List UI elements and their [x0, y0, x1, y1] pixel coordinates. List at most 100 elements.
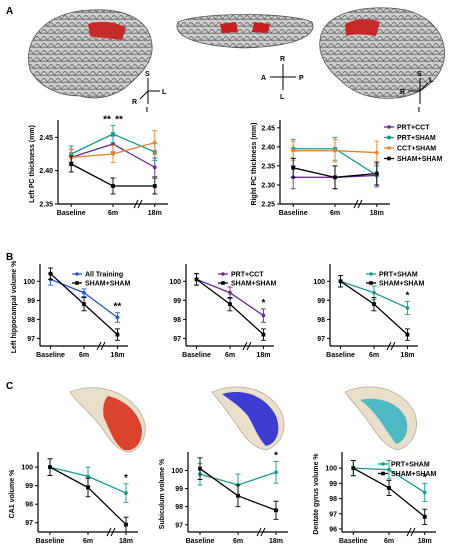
y-tick-label: 2.25: [261, 202, 275, 209]
axis-break-mark: [406, 527, 412, 537]
legend-marker: [75, 281, 79, 285]
legend-label: CCT+SHAM: [397, 146, 436, 153]
brain-top-roi-left: [220, 22, 238, 33]
x-tick-label: Baseline: [339, 538, 368, 544]
orientation-left-down: I: [146, 107, 148, 114]
series-sham-sham: [194, 273, 266, 341]
orientation-right: [408, 78, 429, 104]
y-tick-label: 99: [173, 298, 181, 305]
x-tick-label: Baseline: [326, 352, 355, 359]
axis-break-mark: [110, 527, 116, 537]
data-point: [261, 313, 266, 318]
legend-marker: [381, 471, 385, 476]
y-tick-label: 100: [23, 279, 35, 286]
data-point: [372, 290, 376, 295]
y-tick-label: 2.45: [261, 125, 275, 132]
hippocampus-subiculum-region: [222, 392, 279, 446]
data-point: [374, 171, 379, 176]
legend-label: All Training: [85, 272, 123, 279]
axis-break-mark: [96, 341, 102, 351]
orientation-right-left: R: [400, 89, 405, 96]
chart-a2: 2.25 2.30 2.35 2.40 2.45 Baseline 6m 18m Right P…: [251, 120, 442, 217]
data-point: [374, 150, 379, 155]
y-tick-label: 97: [25, 520, 33, 527]
legend-marker: [369, 272, 373, 276]
data-point: [69, 162, 74, 166]
x-tick-label: 6m: [83, 538, 93, 544]
orientation-middle: [270, 64, 296, 90]
chart-b3: 97 98 99 100 Baseline 6m 18m * PRT+SHAM SHAM+SHAM: [313, 264, 424, 359]
significance-marker: *: [124, 473, 128, 484]
axis-break-mark: [242, 341, 248, 351]
data-point: [82, 290, 86, 295]
hippocampus-ca1-region: [103, 396, 142, 451]
data-point: [387, 467, 391, 472]
y-tick-label: 2.30: [261, 182, 275, 189]
chart-c2: 97 98 99 100 Baseline 6m 18m Subiculum volume %…: [159, 450, 288, 544]
y-tick-label: 98: [317, 317, 325, 324]
brain-right-roi: [345, 19, 380, 36]
y-tick-label: 99: [175, 486, 183, 493]
brain-left-roi: [88, 21, 126, 40]
y-tick-label: 97: [317, 336, 325, 343]
significance-marker: *: [405, 290, 409, 301]
x-tick-label: Baseline: [279, 210, 308, 217]
chart-b1: 97 98 99 100 Baseline 6m 18m Left hippocampal v…: [11, 260, 130, 359]
legend-marker: [387, 135, 391, 140]
legend-marker: [387, 156, 391, 161]
y-tick-label: 2.40: [39, 168, 53, 175]
legend-label: PRT+CCT: [231, 272, 264, 279]
legend: PRT+SHAM SHAM+SHAM: [366, 272, 424, 288]
data-point: [152, 165, 157, 170]
y-tick-label: 97: [27, 336, 35, 343]
y-axis-label: Right PC thickness (mm): [251, 123, 258, 206]
orientation-left-diag: R: [132, 99, 137, 106]
data-point: [82, 302, 86, 307]
data-point: [48, 271, 53, 276]
y-axis-label: Subiculum volume %: [159, 458, 166, 529]
x-tick-label: 6m: [369, 352, 379, 359]
x-tick-label: 6m: [384, 538, 394, 544]
legend-marker: [381, 462, 385, 466]
y-tick-label: 2.40: [261, 144, 275, 151]
data-point: [261, 332, 266, 337]
y-tick-label: 98: [25, 502, 33, 509]
series-sham-sham: [48, 267, 120, 341]
significance-marker: **: [103, 114, 111, 125]
legend-marker: [75, 272, 79, 276]
x-tick-label: 18m: [148, 210, 162, 217]
series-sham-sham: [197, 457, 279, 520]
orientation-left-right: L: [162, 89, 167, 96]
axis-break-mark: [133, 199, 139, 209]
y-tick-label: 97: [175, 522, 183, 529]
legend-label: SHAM+SHAM: [85, 281, 130, 288]
x-tick-label: 18m: [400, 352, 414, 359]
x-tick-label: 6m: [233, 538, 243, 544]
legend-label: SHAM+SHAM: [379, 281, 424, 288]
y-tick-label: 100: [169, 279, 181, 286]
axis-break-mark: [256, 527, 262, 537]
orientation-middle-down: L: [280, 94, 285, 101]
hippocampus-ca1: [69, 387, 146, 453]
brain-right-lateral: [319, 7, 445, 99]
y-tick-label: 2.35: [261, 163, 275, 170]
y-tick-label: 2.45: [39, 135, 53, 142]
y-tick-label: 99: [27, 298, 35, 305]
data-point: [274, 508, 278, 513]
y-tick-label: 99: [329, 481, 337, 488]
brain-top-view: [176, 14, 314, 49]
data-point: [115, 332, 120, 337]
y-axis-label: Left hippocampal volume %: [11, 260, 18, 353]
x-tick-label: Baseline: [57, 210, 86, 217]
legend-label: SHAM+SHAM: [231, 281, 276, 288]
brain-left-lateral: [28, 9, 153, 99]
hippocampus-dentate: [344, 386, 417, 451]
data-point: [198, 466, 202, 471]
y-tick-label: 97: [329, 511, 337, 518]
axis-break-mark: [260, 527, 266, 537]
significance-marker: **: [114, 302, 122, 313]
y-axis-label: Left PC thickness (mm): [29, 125, 36, 203]
orientation-left-up: S: [145, 71, 150, 78]
hippocampus-subiculum: [211, 386, 285, 451]
